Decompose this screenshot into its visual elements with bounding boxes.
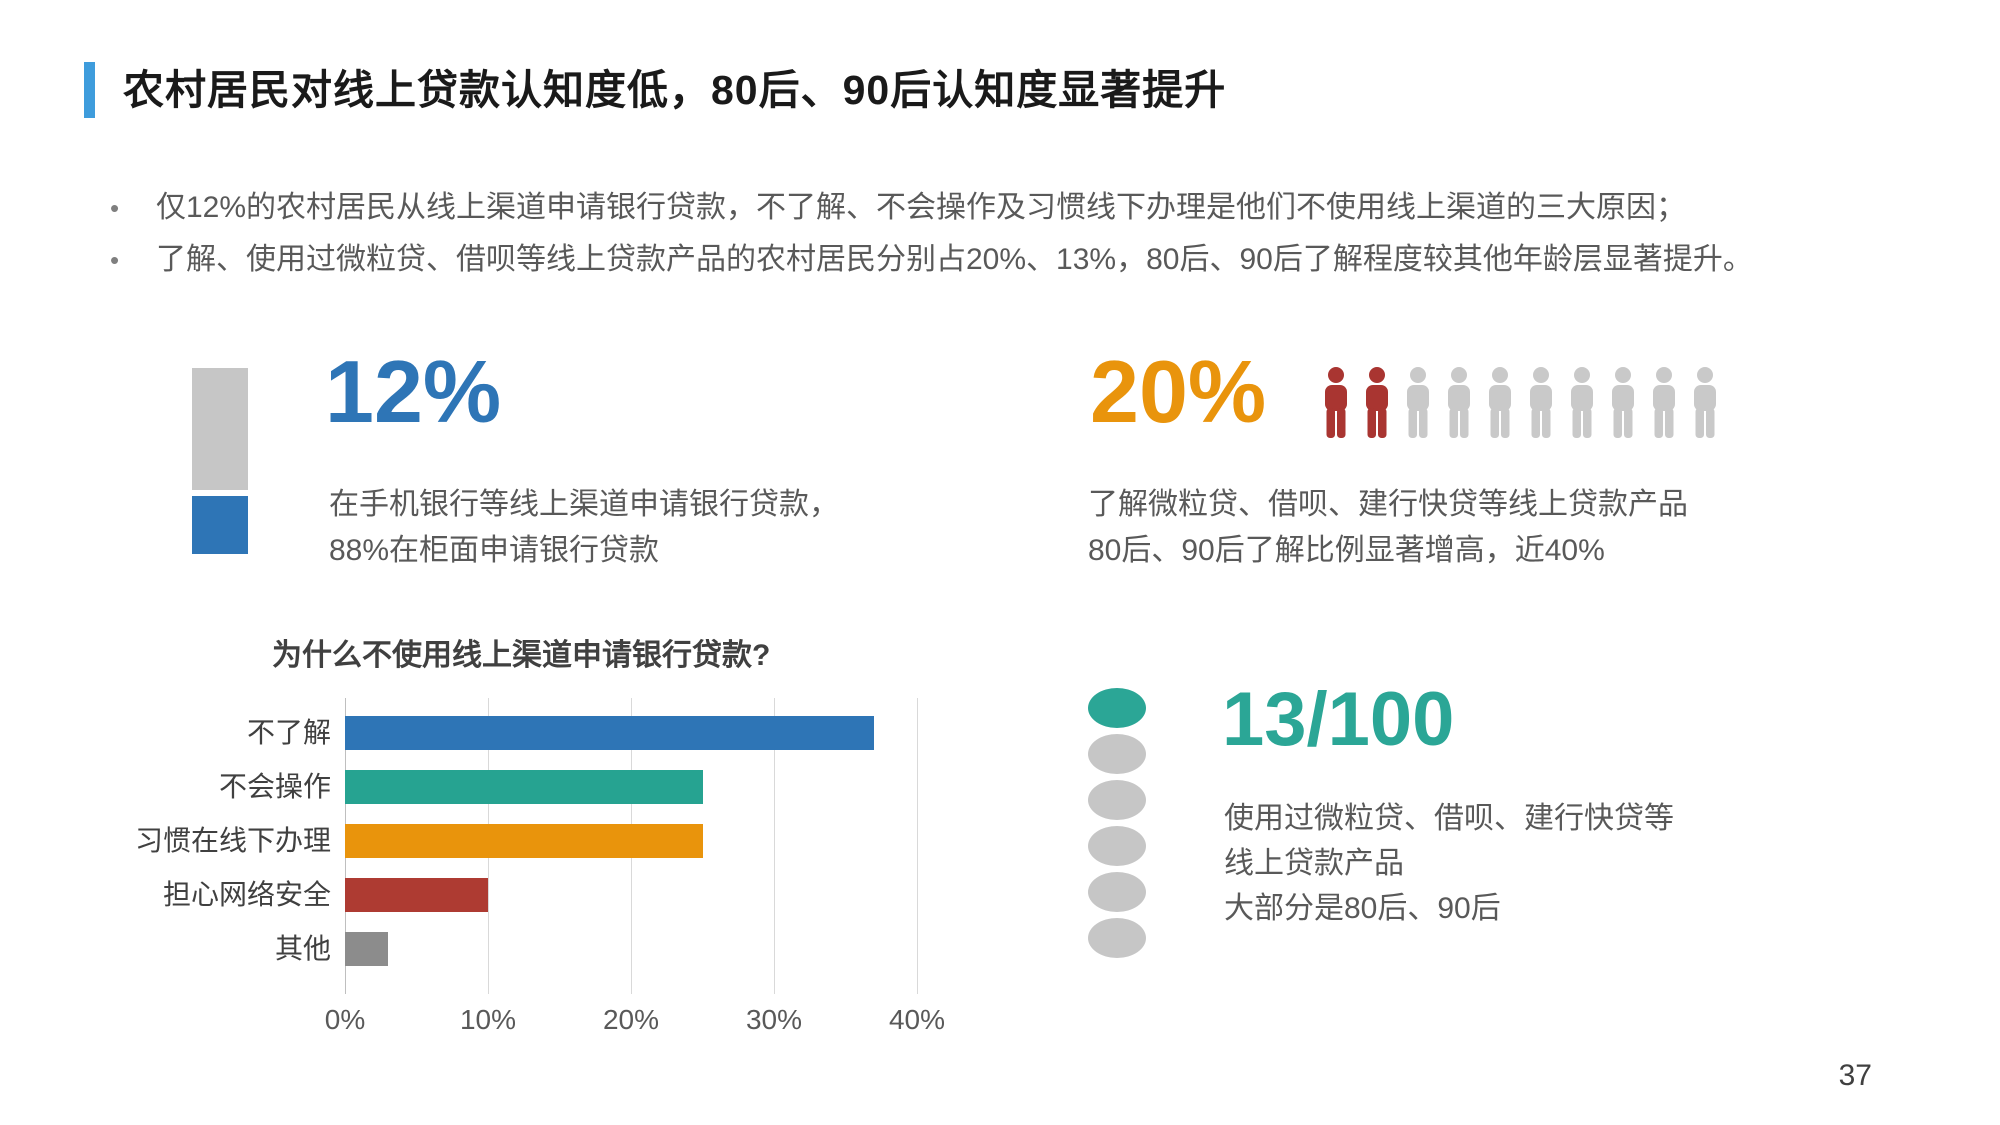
stat-used-desc-line: 大部分是80后、90后 — [1224, 892, 1501, 925]
stat-aware-desc-line: 80后、90后了解比例显著增高，近40% — [1088, 534, 1605, 567]
chart-category-label: 担心网络安全 — [162, 879, 331, 910]
bar-segment-online — [192, 496, 248, 554]
stat-used-desc-line: 使用过微粒贷、借呗、建行快贷等 — [1224, 802, 1674, 835]
chart-bar — [345, 770, 703, 804]
chart-row: 习惯在线下办理 — [135, 824, 917, 858]
chart-gridline — [917, 698, 918, 994]
chart-category-label: 不会操作 — [218, 771, 331, 802]
stat-aware-value: 20% — [1090, 342, 1267, 441]
chart-tick-label: 20% — [602, 1004, 660, 1035]
chart-title: 为什么不使用线上渠道申请银行贷款? — [272, 639, 771, 672]
stat-used-value: 13/100 — [1222, 677, 1455, 762]
person-icon — [1648, 364, 1680, 440]
chart-bar — [345, 716, 875, 750]
person-icon — [1607, 364, 1639, 440]
stat-online-desc-line: 88%在柜面申请银行贷款 — [329, 534, 660, 567]
chart-bar — [345, 932, 388, 966]
bar-chart-rows: 不了解不会操作习惯在线下办理担心网络安全其他 — [135, 716, 917, 986]
chart-row: 担心网络安全 — [163, 878, 917, 912]
chart-gridline — [774, 698, 775, 994]
page-number: 37 — [1838, 1059, 1872, 1092]
stat-used-desc: 使用过微粒贷、借呗、建行快贷等 线上贷款产品 大部分是80后、90后 — [1224, 796, 1674, 931]
bar-chart-ticks: 0% 10% 20% 30% 40% — [325, 1004, 945, 1040]
stat-online-desc-line: 在手机银行等线上渠道申请银行贷款， — [329, 488, 839, 521]
dot — [1088, 918, 1146, 958]
dot-column — [1088, 688, 1146, 964]
chart-category-label: 习惯在线下办理 — [134, 825, 331, 856]
stat-aware-desc-line: 了解微粒贷、借呗、建行快贷等线上贷款产品 — [1088, 488, 1688, 521]
person-icon — [1689, 364, 1721, 440]
chart-row: 其他 — [275, 932, 917, 966]
chart-tick-label: 40% — [888, 1004, 946, 1035]
stat-online-desc: 在手机银行等线上渠道申请银行贷款， 88%在柜面申请银行贷款 — [329, 482, 839, 574]
chart-tick-label: 0% — [324, 1004, 366, 1035]
stat-aware-desc: 了解微粒贷、借呗、建行快贷等线上贷款产品 80后、90后了解比例显著增高，近40… — [1088, 482, 1688, 574]
page-title: 农村居民对线上贷款认知度低，80后、90后认知度显著提升 — [123, 67, 1227, 113]
bullet-item: 仅12%的农村居民从线上渠道申请银行贷款，不了解、不会操作及习惯线下办理是他们不… — [108, 182, 1938, 234]
chart-tick-label: 10% — [459, 1004, 517, 1035]
chart-tick-label: 30% — [745, 1004, 803, 1035]
person-icon — [1525, 364, 1557, 440]
title-accent-bar — [84, 62, 95, 118]
header: 农村居民对线上贷款认知度低，80后、90后认知度显著提升 — [84, 62, 1226, 118]
bullet-item: 了解、使用过微粒贷、借呗等线上贷款产品的农村居民分别占20%、13%，80后、9… — [108, 234, 1938, 286]
dot — [1088, 780, 1146, 820]
bullet-list: 仅12%的农村居民从线上渠道申请银行贷款，不了解、不会操作及习惯线下办理是他们不… — [108, 182, 1938, 286]
dot-highlight — [1088, 688, 1146, 728]
dot — [1088, 734, 1146, 774]
bar-segment-offline — [192, 368, 248, 490]
stat-online-value: 12% — [325, 342, 502, 441]
chart-category-label: 其他 — [274, 933, 331, 964]
person-icon-row — [1320, 364, 1721, 440]
chart-row: 不了解 — [247, 716, 917, 750]
person-icon — [1402, 364, 1434, 440]
person-icon — [1484, 364, 1516, 440]
chart-category-label: 不了解 — [246, 717, 331, 748]
person-icon — [1361, 364, 1393, 440]
person-icon — [1320, 364, 1352, 440]
person-icon — [1566, 364, 1598, 440]
stat-used-desc-line: 线上贷款产品 — [1224, 847, 1404, 880]
chart-row: 不会操作 — [219, 770, 917, 804]
person-icon — [1443, 364, 1475, 440]
dot — [1088, 872, 1146, 912]
online-apply-bar-graphic — [192, 368, 248, 554]
chart-bar — [345, 878, 488, 912]
dot — [1088, 826, 1146, 866]
chart-bar — [345, 824, 703, 858]
